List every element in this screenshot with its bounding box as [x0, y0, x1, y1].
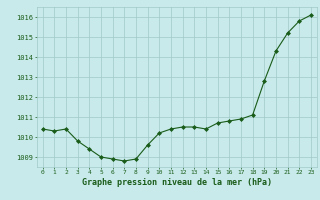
X-axis label: Graphe pression niveau de la mer (hPa): Graphe pression niveau de la mer (hPa)	[82, 178, 272, 187]
